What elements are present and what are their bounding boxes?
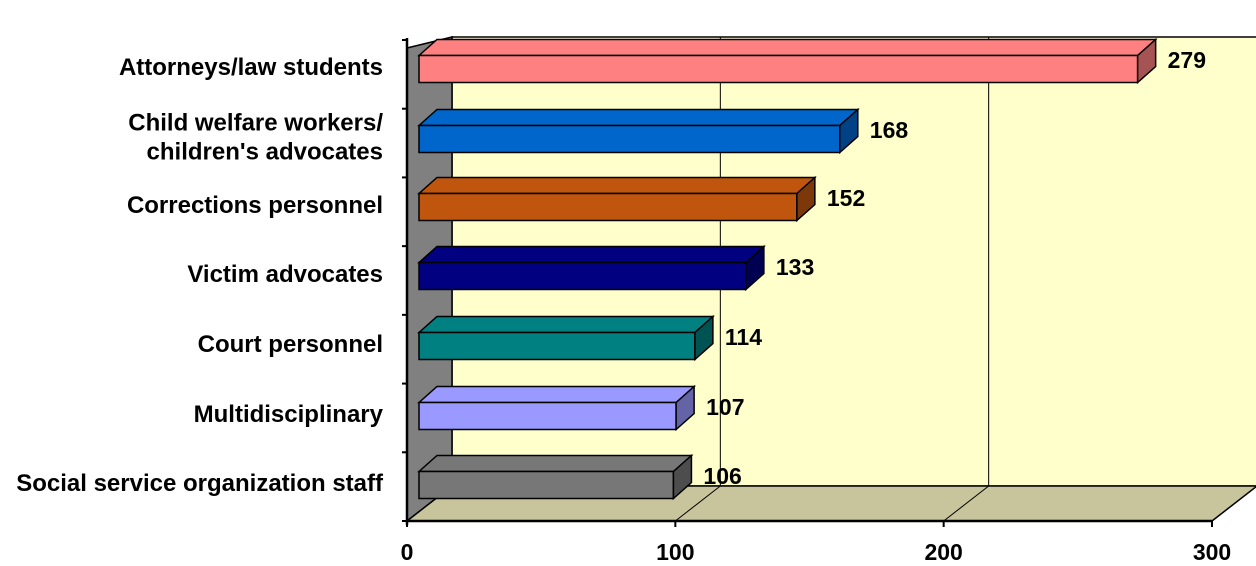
bar-end-face xyxy=(745,244,765,292)
value-label: 152 xyxy=(827,185,865,211)
category-label: Child welfare workers/ xyxy=(128,110,383,137)
bar xyxy=(417,244,766,292)
value-label: 133 xyxy=(776,254,814,280)
category-label: Court personnel xyxy=(198,331,383,358)
value-label: 106 xyxy=(703,463,741,489)
bar-top-face xyxy=(417,176,817,195)
bar xyxy=(417,453,694,501)
category-label: children's advocates xyxy=(147,139,383,166)
bar-front-face xyxy=(418,261,747,291)
axes xyxy=(402,38,1213,527)
category-label: Victim advocates xyxy=(187,261,383,288)
bar-end-face xyxy=(694,314,714,362)
bars xyxy=(417,37,1158,501)
value-label: 114 xyxy=(725,324,762,350)
bar xyxy=(417,175,817,223)
bar-top-face xyxy=(417,385,697,404)
x-tick-labels: 0 100 200 300 xyxy=(401,539,1232,565)
bar-front-face xyxy=(418,331,696,361)
category-label: Corrections personnel xyxy=(127,192,383,219)
bar-end-face xyxy=(672,453,693,501)
bar-end-face xyxy=(839,107,859,155)
category-label: Multidisciplinary xyxy=(194,401,384,428)
bar-top-face xyxy=(417,38,1158,57)
floor-gridline-100 xyxy=(675,485,721,522)
category-labels: Attorneys/law students Child welfare work… xyxy=(16,54,384,497)
category-label: Social service organization staff xyxy=(16,470,384,497)
bar-end-face xyxy=(1136,37,1157,85)
bar-top-face xyxy=(417,454,694,473)
bar xyxy=(417,107,860,155)
floor-gridline-300 xyxy=(1211,486,1256,522)
bar-top-face xyxy=(417,245,766,264)
x-tick-label: 100 xyxy=(656,539,694,565)
bar-top-face xyxy=(417,315,715,334)
bar-end-face xyxy=(675,384,695,432)
bar-front-face xyxy=(418,54,1139,84)
bar-top-face xyxy=(417,108,860,127)
value-label: 107 xyxy=(706,394,744,420)
bar-front-face xyxy=(418,124,841,154)
category-label: Attorneys/law students xyxy=(119,54,383,81)
x-tick-label: 200 xyxy=(924,539,962,565)
bar-front-face xyxy=(418,192,798,222)
bar xyxy=(417,37,1158,85)
value-labels: 279 168 152 133 114 107 106 xyxy=(703,47,1206,489)
bar-front-face xyxy=(418,470,675,500)
value-label: 168 xyxy=(870,117,909,143)
bar-front-face xyxy=(418,401,677,431)
bar xyxy=(417,314,715,362)
x-tick-label: 0 xyxy=(401,539,414,565)
bar xyxy=(417,384,697,432)
bar-end-face xyxy=(796,175,816,223)
x-tick-label: 300 xyxy=(1193,539,1231,565)
value-label: 279 xyxy=(1168,47,1206,73)
floor-gridline-200 xyxy=(943,485,989,522)
